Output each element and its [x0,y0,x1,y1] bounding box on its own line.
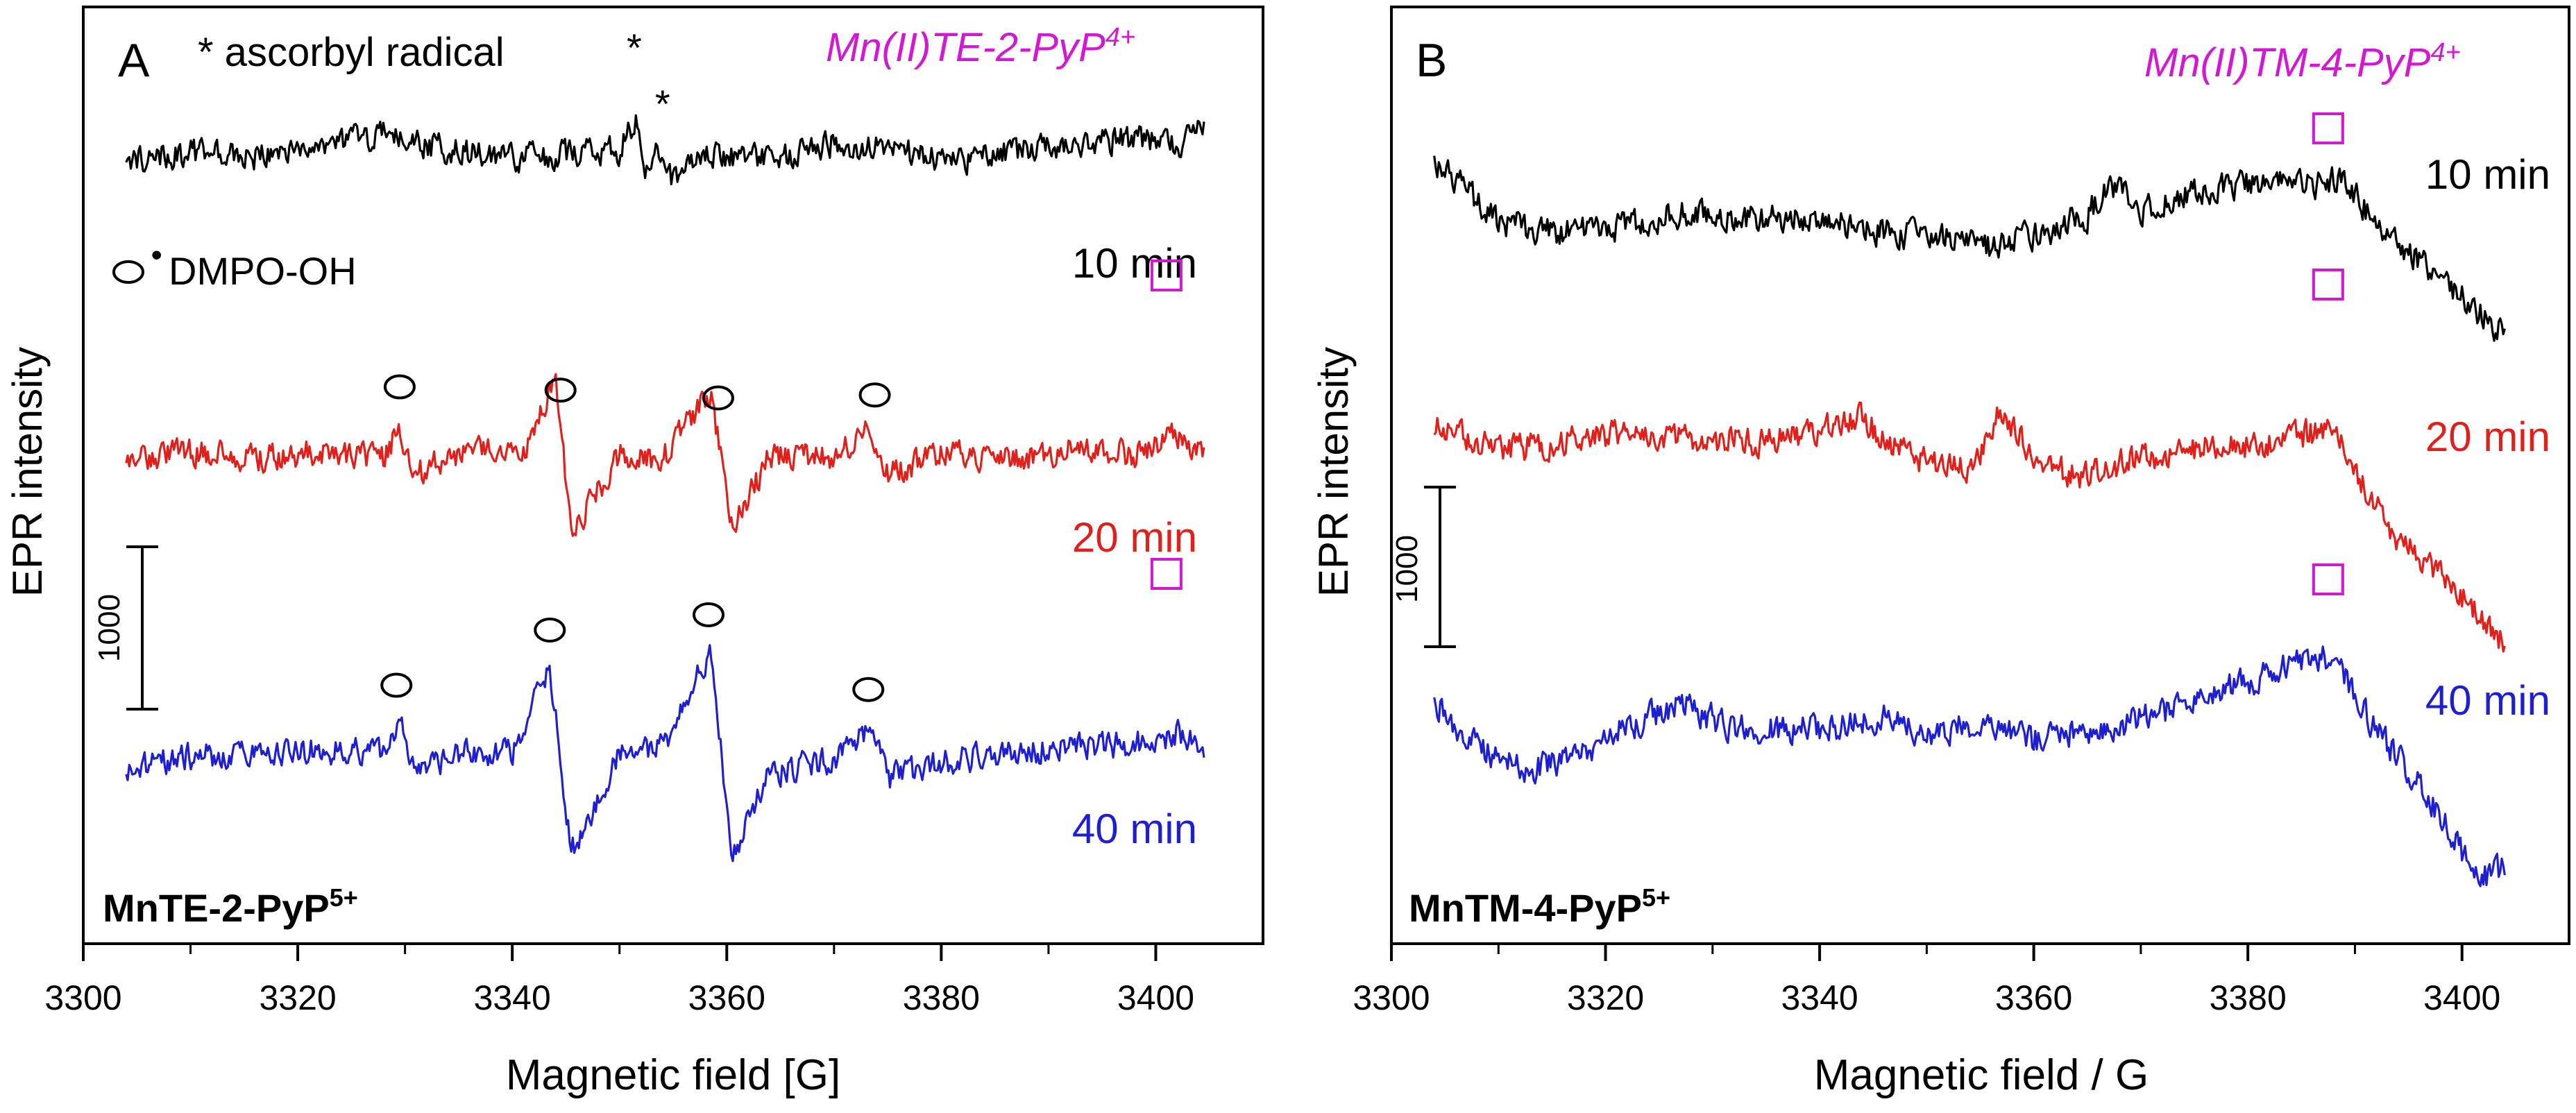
x-axis-ticks-b: 3300 3320 3340 3360 3380 3400 [1353,944,2500,1017]
x-tick-label: 3340 [474,978,551,1017]
species-label-a: Mn(II)TE-2-PyP4+ [826,23,1135,70]
series-line [1433,401,2506,653]
traces-a [125,114,1205,863]
circle-marker [544,377,577,403]
circle-marker [852,677,885,702]
x-tick-label: 3300 [44,978,121,1017]
markers-a: 10 min 20 min 40 min * * [380,26,1197,852]
series-label: 20 min [1072,514,1197,561]
circle-legend-label: DMPO-OH [169,249,357,293]
series-label: 40 min [2425,677,2550,724]
series-label: 10 min [1072,240,1197,287]
x-tick-label: 3380 [2210,978,2287,1017]
x-tick-label: 3360 [688,978,765,1017]
scale-bar-b-label: 1000 [1390,535,1424,603]
panel-a: 3300 3320 3340 3360 3380 3400 10 min 20 min 40 … [4,6,1264,1099]
plot-frame-b [1390,6,2570,945]
series-label: 40 min [1072,806,1197,852]
traces-b [1433,155,2506,887]
x-tick-label: 3360 [1995,978,2072,1017]
compound-label-b: MnTM-4-PyP5+ [1409,883,1670,930]
series-line [1433,645,2506,887]
markers-b: 10 min 20 min 40 min [2312,112,2550,724]
series-label: 20 min [2425,414,2550,460]
series-label: 10 min [2425,151,2550,198]
circle-legend-icon [112,260,144,284]
y-axis-label-a: EPR intensity [4,347,51,597]
series-line [125,644,1205,863]
plot-frame-a [82,6,1264,945]
series-line [125,373,1205,537]
series-line [1433,155,2506,342]
square-marker [2312,563,2344,595]
x-tick-label: 3320 [1567,978,1644,1017]
square-marker [2312,269,2344,300]
circle-marker [702,385,734,411]
species-label-b: Mn(II)TM-4-PyP4+ [2144,38,2461,85]
asterisk-marker: * [655,82,670,126]
circle-marker [693,602,724,627]
radical-dot: • [151,238,162,272]
x-axis-ticks-a: 3300 3320 3340 3360 3380 3400 [44,944,1194,1017]
square-marker [1150,260,1183,291]
panel-label-b: B [1416,34,1447,87]
x-tick-label: 3320 [259,978,336,1017]
circle-marker [534,618,566,643]
x-axis-label-b: Magnetic field / G [1814,1051,2149,1099]
panel-label-a: A [118,34,150,87]
series-line [125,114,1205,186]
asterisk-marker: * [627,26,642,69]
asterisk-legend: * ascorbyl radical [198,30,505,75]
panel-b: 3300 3320 3340 3360 3380 3400 10 min 20 min 40 … [1310,6,2570,1099]
square-marker [1150,558,1183,590]
x-axis-label-a: Magnetic field [G] [506,1051,840,1099]
square-marker [2312,112,2344,144]
circle-marker [380,672,413,698]
x-tick-label: 3340 [1781,978,1858,1017]
x-tick-label: 3400 [1117,978,1194,1017]
x-tick-label: 3380 [903,978,980,1017]
x-tick-label: 3400 [2423,978,2500,1017]
y-axis-label-b: EPR intensity [1310,347,1357,597]
circle-marker [858,382,891,408]
compound-label-a: MnTE-2-PyP5+ [103,883,358,930]
x-tick-label: 3300 [1353,978,1430,1017]
scale-bar-a-label: 1000 [92,594,126,662]
circle-marker [383,374,416,400]
